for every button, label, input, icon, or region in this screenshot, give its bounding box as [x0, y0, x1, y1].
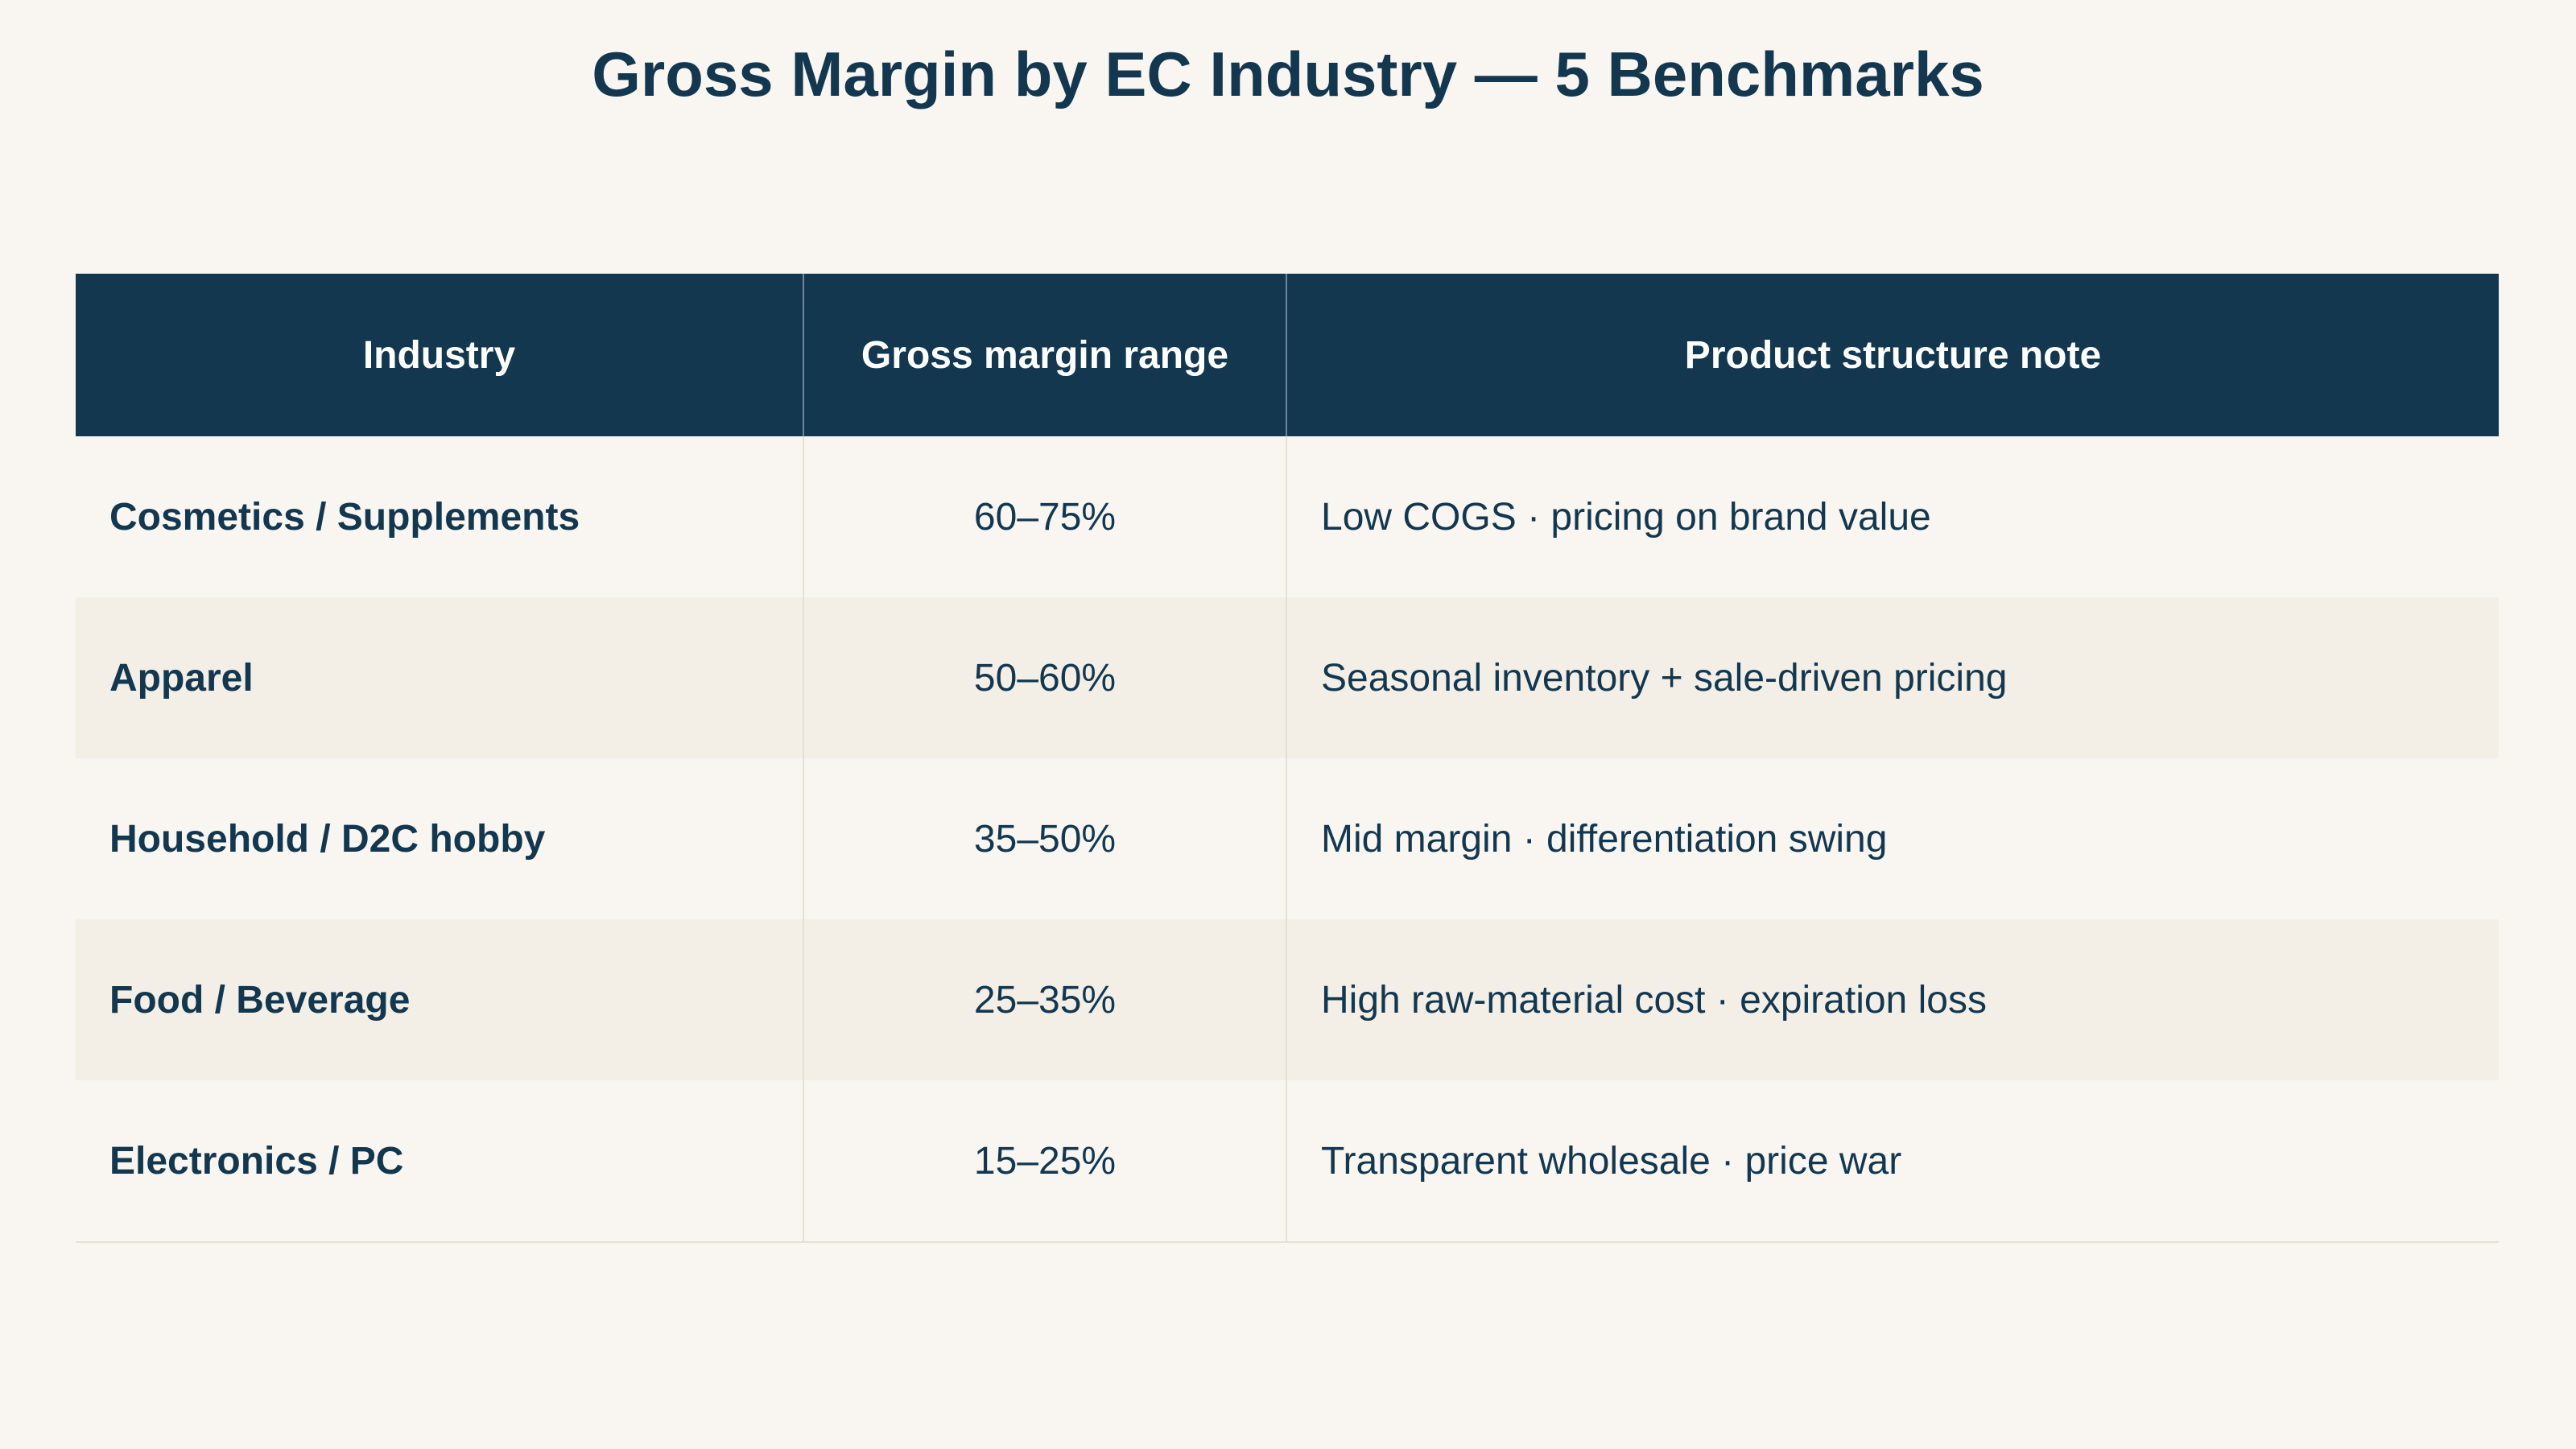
table-row: Household / D2C hobby 35–50% Mid margin · …: [76, 758, 2499, 919]
cell-industry: Household / D2C hobby: [76, 758, 803, 919]
header-row: Industry Gross margin range Product stru…: [76, 274, 2499, 436]
cell-industry: Apparel: [76, 597, 803, 758]
cell-gross-margin-range: 35–50%: [803, 758, 1286, 919]
table-header: Industry Gross margin range Product stru…: [76, 274, 2499, 436]
benchmark-table: Industry Gross margin range Product stru…: [76, 274, 2499, 1243]
cell-industry: Food / Beverage: [76, 919, 803, 1080]
table-body: Cosmetics / Supplements 60–75% Low COGS · …: [76, 436, 2499, 1243]
cell-gross-margin-range: 50–60%: [803, 597, 1286, 758]
cell-product-structure-note: Mid margin · differentiation swing: [1286, 758, 2499, 919]
table-row: Apparel 50–60% Seasonal inventory + sale-d…: [76, 597, 2499, 758]
cell-gross-margin-range: 60–75%: [803, 436, 1286, 597]
cell-product-structure-note: High raw-material cost · expiration loss: [1286, 919, 2499, 1080]
column-header-industry: Industry: [76, 274, 803, 436]
table-row: Electronics / PC 15–25% Transparent wholes…: [76, 1080, 2499, 1243]
column-header-gross-margin-range: Gross margin range: [803, 274, 1286, 436]
cell-product-structure-note: Low COGS · pricing on brand value: [1286, 436, 2499, 597]
cell-gross-margin-range: 15–25%: [803, 1080, 1286, 1243]
chart-title: Gross Margin by EC Industry — 5 Benchmar…: [592, 39, 1984, 109]
cell-industry: Cosmetics / Supplements: [76, 436, 803, 597]
benchmark-table-container: Industry Gross margin range Product stru…: [76, 274, 2499, 1243]
cell-gross-margin-range: 25–35%: [803, 919, 1286, 1080]
cell-product-structure-note: Seasonal inventory + sale-driven pricing: [1286, 597, 2499, 758]
cell-industry: Electronics / PC: [76, 1080, 803, 1243]
table-row: Cosmetics / Supplements 60–75% Low COGS · …: [76, 436, 2499, 597]
cell-product-structure-note: Transparent wholesale · price war: [1286, 1080, 2499, 1243]
column-header-product-structure-note: Product structure note: [1286, 274, 2499, 436]
table-row: Food / Beverage 25–35% High raw-material c…: [76, 919, 2499, 1080]
